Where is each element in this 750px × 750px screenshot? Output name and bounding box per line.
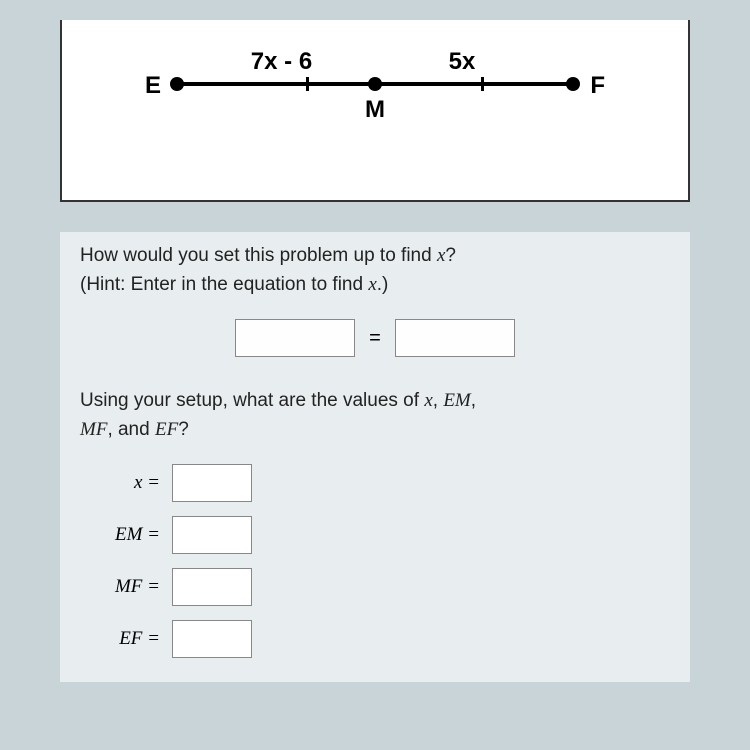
equation-setup-row: = [80, 319, 670, 357]
point-e-label: E [145, 72, 161, 100]
answer-x-row: x = [80, 464, 670, 502]
q2-var-em: EM [443, 390, 470, 411]
ef-label: EF = [80, 628, 160, 650]
em-label: EM = [80, 524, 160, 546]
answer-mf-row: MF = [80, 568, 670, 606]
tick-mark-right [481, 77, 484, 91]
q1-hint-var: x [368, 274, 376, 295]
point-m-dot [368, 77, 382, 91]
x-input[interactable] [172, 464, 252, 502]
point-f-dot [566, 77, 580, 91]
q1-text: How would you set this problem up to fin… [80, 245, 437, 266]
q2-sep1: , [433, 390, 444, 411]
q1-end: ? [445, 245, 456, 266]
question-2-text: Using your setup, what are the values of… [80, 387, 670, 444]
diagram-container: E F M 7x - 6 5x [60, 20, 690, 202]
segment-em-expression: 7x - 6 [251, 48, 312, 76]
em-input[interactable] [172, 516, 252, 554]
answer-em-row: EM = [80, 516, 670, 554]
ef-input[interactable] [172, 620, 252, 658]
q2-var-ef: EF [155, 419, 178, 440]
equation-left-input[interactable] [235, 319, 355, 357]
point-m-label: M [365, 96, 385, 124]
point-f-label: F [590, 72, 605, 100]
equation-right-input[interactable] [395, 319, 515, 357]
q2-sep2: , [471, 390, 476, 411]
q2-start: Using your setup, what are the values of [80, 390, 424, 411]
q2-sep3: , and [107, 419, 155, 440]
mf-label: MF = [80, 576, 160, 598]
q2-end: ? [178, 419, 189, 440]
equals-sign: = [363, 327, 387, 350]
question-1-text: How would you set this problem up to fin… [80, 242, 670, 299]
mf-input[interactable] [172, 568, 252, 606]
line-segment-diagram: E F M 7x - 6 5x [145, 50, 605, 110]
segment-mf-expression: 5x [449, 48, 476, 76]
x-label: x = [80, 472, 160, 494]
q1-hint: (Hint: Enter in the equation to find [80, 274, 368, 295]
point-e-dot [170, 77, 184, 91]
question-section: How would you set this problem up to fin… [60, 232, 690, 682]
q2-var-x: x [424, 390, 432, 411]
q1-hint-end: .) [377, 274, 389, 295]
answer-ef-row: EF = [80, 620, 670, 658]
tick-mark-left [306, 77, 309, 91]
q2-var-mf: MF [80, 419, 107, 440]
